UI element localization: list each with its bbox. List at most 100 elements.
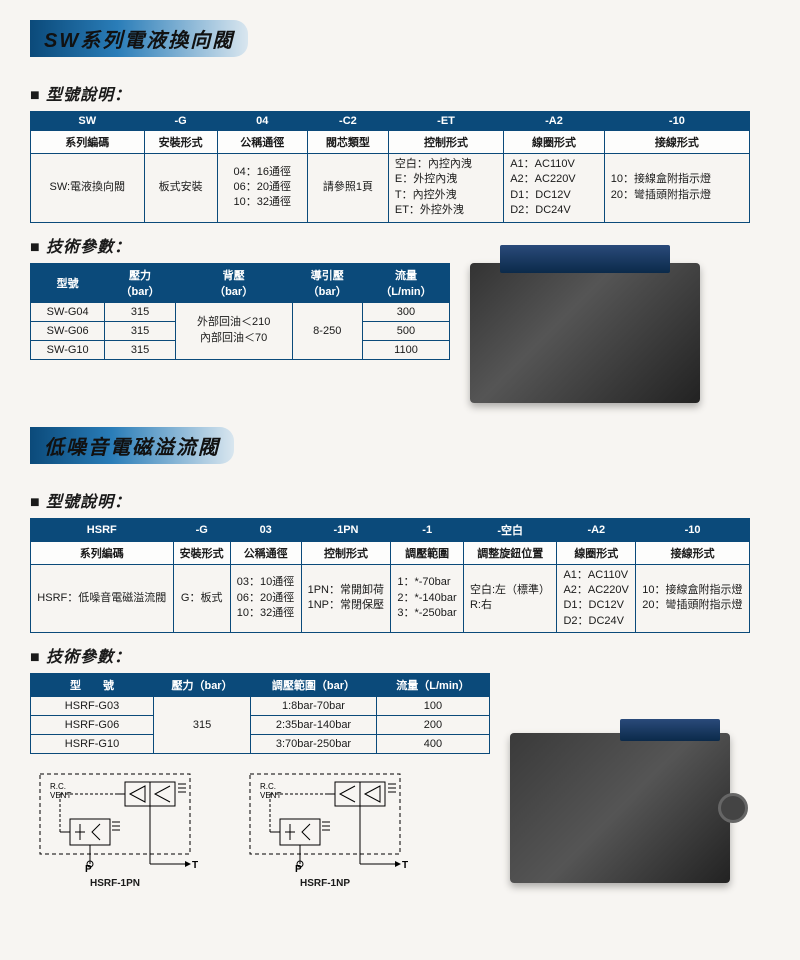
col-header: 流量（L/min）: [376, 674, 489, 697]
cell: SW-G06: [31, 321, 105, 340]
table-row: HSRF-G03 315 1:8bar-70bar 100: [31, 697, 490, 716]
schematic-1np: R.C. VENT P T HSRF-1NP: [240, 764, 410, 889]
port-p-label: P: [85, 864, 92, 874]
cell: 500: [362, 321, 449, 340]
relief-valve-product-image: [510, 733, 730, 883]
cell: 315: [105, 302, 175, 321]
schematic-1pn: R.C. VENT P T HSRF-1PN: [30, 764, 200, 889]
col-header: -空白: [463, 518, 556, 541]
cell: 10：接線盒附指示燈20：彎插頭附指示燈: [604, 154, 749, 223]
cell: 板式安裝: [144, 154, 217, 223]
col-subheader: 閥芯類型: [307, 131, 388, 154]
section1-spec-label: 型號說明：: [30, 81, 770, 105]
cell-backpressure: 外部回油＜210內部回油＜70: [175, 302, 292, 359]
col-header: 壓力（bar）: [154, 674, 251, 697]
cell: 請參照1頁: [307, 154, 388, 223]
cell: 100: [376, 697, 489, 716]
cell: 1:8bar-70bar: [251, 697, 377, 716]
cell: 空白:左（標準）R:右: [463, 564, 556, 633]
hydraulic-schematic-row: R.C. VENT P T HSRF-1PN: [30, 764, 490, 889]
col-subheader: 接線形式: [636, 541, 750, 564]
svg-text:VENT: VENT: [260, 791, 281, 800]
adjuster-knob-icon: [718, 793, 748, 823]
col-subheader: 公稱通徑: [230, 541, 301, 564]
rc-vent-label: R.C.: [50, 782, 66, 791]
col-subheader: 線圈形式: [557, 541, 636, 564]
table-header-row: 型 號 壓力（bar） 調壓範圍（bar） 流量（L/min）: [31, 674, 490, 697]
col-header: -1PN: [301, 518, 391, 541]
section2-tech-table: 型 號 壓力（bar） 調壓範圍（bar） 流量（L/min） HSRF-G03…: [30, 673, 490, 754]
section2-spec-label: 型號說明：: [30, 488, 770, 512]
table-row: HSRF-G06 2:35bar-140bar 200: [31, 716, 490, 735]
col-subheader: 安裝形式: [173, 541, 230, 564]
col-subheader: 調壓範圍: [391, 541, 464, 564]
cell: G：板式: [173, 564, 230, 633]
port-t-label: T: [192, 860, 198, 871]
table-header-row: HSRF -G 03 -1PN -1 -空白 -A2 -10: [31, 518, 750, 541]
port-t-label: T: [402, 860, 408, 871]
cell: SW-G04: [31, 302, 105, 321]
valve-product-image: [470, 263, 700, 403]
cell-pressure: 315: [154, 697, 251, 754]
section2-tech-label: 技術參數：: [30, 643, 770, 667]
cell: HSRF-G06: [31, 716, 154, 735]
col-header: 04: [217, 112, 307, 131]
cell: 2:35bar-140bar: [251, 716, 377, 735]
col-header: SW: [31, 112, 145, 131]
col-header: HSRF: [31, 518, 174, 541]
table-header-row: 型號 壓力（bar） 背壓（bar） 導引壓（bar） 流量（L/min）: [31, 263, 450, 302]
section1-tech-table: 型號 壓力（bar） 背壓（bar） 導引壓（bar） 流量（L/min） SW…: [30, 263, 450, 360]
rc-vent-label: R.C.: [260, 782, 276, 791]
section2-title: 低噪音電磁溢流閥: [30, 427, 234, 464]
col-subheader: 控制形式: [388, 131, 503, 154]
col-header: -A2: [557, 518, 636, 541]
table-header-row: SW -G 04 -C2 -ET -A2 -10: [31, 112, 750, 131]
cell: 1：*-70bar2：*-140bar3：*-250bar: [391, 564, 464, 633]
cell: A1：AC110VA2：AC220VD1：DC12VD2：DC24V: [504, 154, 605, 223]
cell: 10：接線盒附指示燈20：彎插頭附指示燈: [636, 564, 750, 633]
col-header: 背壓（bar）: [175, 263, 292, 302]
col-subheader: 系列編碼: [31, 541, 174, 564]
cell: 315: [105, 340, 175, 359]
schematic-icon: R.C. VENT P T: [30, 764, 200, 874]
col-header: -A2: [504, 112, 605, 131]
col-header: -G: [144, 112, 217, 131]
port-p-label: P: [295, 864, 302, 874]
col-subheader: 調整旋鈕位置: [463, 541, 556, 564]
col-header: 型號: [31, 263, 105, 302]
col-header: 03: [230, 518, 301, 541]
section2-spec-table: HSRF -G 03 -1PN -1 -空白 -A2 -10 系列編碼 安裝形式…: [30, 518, 750, 634]
svg-text:VENT: VENT: [50, 791, 71, 800]
cell: HSRF：低噪音電磁溢流閥: [31, 564, 174, 633]
col-subheader: 線圈形式: [504, 131, 605, 154]
table-row: SW:電液換向閥 板式安裝 04：16通徑06：20通徑10：32通徑 請參照1…: [31, 154, 750, 223]
diagram-label: HSRF-1PN: [30, 878, 200, 889]
section1-spec-table: SW -G 04 -C2 -ET -A2 -10 系列編碼 安裝形式 公稱通徑 …: [30, 111, 750, 223]
diagram-label: HSRF-1NP: [240, 878, 410, 889]
col-subheader: 系列編碼: [31, 131, 145, 154]
cell: 03：10通徑06：20通徑10：32通徑: [230, 564, 301, 633]
col-header: 導引壓（bar）: [292, 263, 362, 302]
section1-title: SW系列電液換向閥: [30, 20, 248, 57]
col-header: 型 號: [31, 674, 154, 697]
cell-pilot: 8-250: [292, 302, 362, 359]
col-subheader: 公稱通徑: [217, 131, 307, 154]
col-header: -ET: [388, 112, 503, 131]
table-subheader-row: 系列編碼 安裝形式 公稱通徑 閥芯類型 控制形式 線圈形式 接線形式: [31, 131, 750, 154]
cell: HSRF-G03: [31, 697, 154, 716]
col-header: -10: [604, 112, 749, 131]
cell: 400: [376, 735, 489, 754]
cell: 315: [105, 321, 175, 340]
cell: A1：AC110VA2：AC220VD1：DC12VD2：DC24V: [557, 564, 636, 633]
col-header: -10: [636, 518, 750, 541]
cell: SW:電液換向閥: [31, 154, 145, 223]
valve-solenoid-block: [500, 245, 670, 273]
table-row: HSRF：低噪音電磁溢流閥 G：板式 03：10通徑06：20通徑10：32通徑…: [31, 564, 750, 633]
cell: 空白：內控內洩E：外控內洩T：內控外洩ET：外控外洩: [388, 154, 503, 223]
col-header: 流量（L/min）: [362, 263, 449, 302]
table-row: SW-G04 315 外部回油＜210內部回油＜70 8-250 300: [31, 302, 450, 321]
col-subheader: 控制形式: [301, 541, 391, 564]
col-subheader: 接線形式: [604, 131, 749, 154]
table-subheader-row: 系列編碼 安裝形式 公稱通徑 控制形式 調壓範圍 調整旋鈕位置 線圈形式 接線形…: [31, 541, 750, 564]
cell: 1PN：常開卸荷1NP：常閉保壓: [301, 564, 391, 633]
